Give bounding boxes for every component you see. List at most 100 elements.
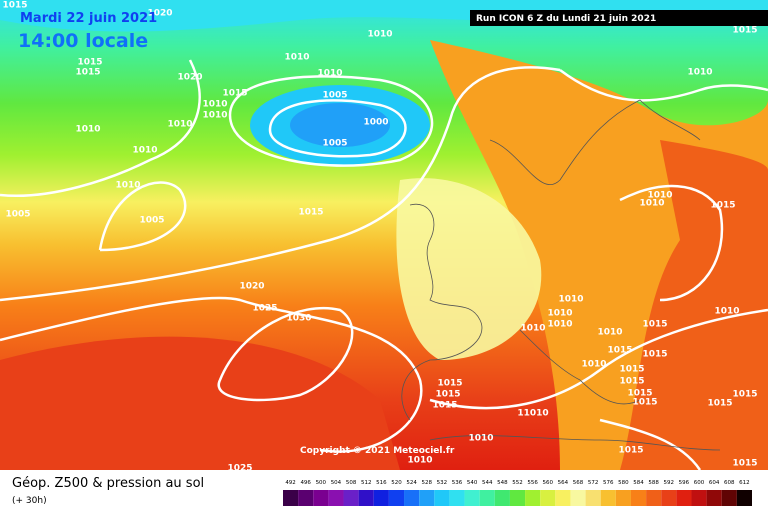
isobar-label: 1015 xyxy=(77,58,102,68)
coastlines xyxy=(401,99,721,451)
isobar-label: 1010 xyxy=(687,68,712,78)
legend-label: 612 xyxy=(739,480,750,486)
isobar-label: 1010 xyxy=(167,120,192,130)
isobar-label: 1015 xyxy=(298,208,323,218)
legend-label: 600 xyxy=(694,480,705,486)
isobar-label: 1015 xyxy=(732,390,757,400)
isobar-label: 1015 xyxy=(607,346,632,356)
legend-swatch xyxy=(630,490,647,506)
legend-label: 496 xyxy=(300,480,311,486)
legend-swatch xyxy=(615,490,631,506)
legend-swatch xyxy=(736,490,752,506)
isobar-label: 1025 xyxy=(227,464,252,474)
isobar-label: 1015 xyxy=(632,398,657,408)
isobar-label: 1010 xyxy=(639,199,664,209)
legend-swatch xyxy=(464,490,480,506)
footer-title: Géop. Z500 & pression au sol xyxy=(12,476,204,491)
legend-swatch xyxy=(358,490,374,506)
legend-swatch xyxy=(388,490,405,506)
field-region xyxy=(0,336,400,470)
legend-swatch xyxy=(721,490,737,506)
legend-swatch xyxy=(283,490,299,506)
isobar-label: 1010 xyxy=(547,309,572,319)
isobar-label: 1015 xyxy=(2,1,27,11)
legend-swatch xyxy=(570,490,586,506)
legend-swatch xyxy=(419,490,435,506)
isobar-label: 1015 xyxy=(437,379,462,389)
isobar-label: 1015 xyxy=(432,401,457,411)
legend-label: 536 xyxy=(452,480,463,486)
isobar-label: 1010 xyxy=(317,69,342,79)
legend-label: 556 xyxy=(527,480,538,486)
legend-swatch xyxy=(540,490,556,506)
low-region xyxy=(290,103,390,147)
legend-swatch xyxy=(691,490,707,506)
legend-label: 564 xyxy=(558,480,569,486)
isobar-label: 1010 xyxy=(132,146,157,156)
isobar-label: 1020 xyxy=(239,282,264,292)
isobar-label: 1010 xyxy=(75,125,100,135)
isobar-label: 1015 xyxy=(642,320,667,330)
legend-swatch xyxy=(509,490,526,506)
field-region xyxy=(620,140,768,470)
isobar-label: 1015 xyxy=(710,201,735,211)
legend-swatch xyxy=(343,490,359,506)
isobar-label: 1015 xyxy=(222,89,247,99)
legend-swatch xyxy=(585,490,601,506)
legend-swatch xyxy=(525,490,541,506)
isobar-label: 1015 xyxy=(75,68,100,78)
legend-label: 492 xyxy=(285,480,296,486)
legend-label: 572 xyxy=(588,480,599,486)
isobar-label: 1030 xyxy=(286,314,311,324)
legend-label: 560 xyxy=(543,480,554,486)
isobar-label: 1020 xyxy=(147,9,172,19)
isobar-label: 1010 xyxy=(284,53,309,63)
legend-swatch xyxy=(661,490,677,506)
legend-label: 540 xyxy=(467,480,478,486)
legend-swatch xyxy=(676,490,692,506)
legend-label: 544 xyxy=(482,480,493,486)
isobar-label: 1015 xyxy=(619,365,644,375)
isobar-label: 1010 xyxy=(581,360,606,370)
legend-label: 516 xyxy=(376,480,387,486)
legend-swatch xyxy=(404,490,420,506)
copyright: Copyright © 2021 Meteociel.fr xyxy=(300,446,455,456)
isobar-label: 1015 xyxy=(619,377,644,387)
legend-label: 608 xyxy=(724,480,735,486)
isobar-label: 1010 xyxy=(647,191,672,201)
legend-swatch xyxy=(479,490,495,506)
legend-label: 580 xyxy=(618,480,629,486)
legend-label: 512 xyxy=(361,480,372,486)
isobar-label: 1015 xyxy=(732,459,757,469)
legend-label: 532 xyxy=(437,480,448,486)
isobar-label: 1000 xyxy=(363,118,388,128)
legend-label: 604 xyxy=(709,480,720,486)
isobar-label: 1010 xyxy=(520,324,545,334)
isobar-label: 1010 xyxy=(597,328,622,338)
run-box xyxy=(470,10,768,26)
isobar-label: 1005 xyxy=(5,210,30,220)
isobar-label: 1025 xyxy=(252,304,277,314)
legend-swatch xyxy=(494,490,510,506)
legend-label: 524 xyxy=(406,480,417,486)
isobar-label: 11010 xyxy=(517,409,548,419)
isobar-label: 1005 xyxy=(322,91,347,101)
legend-label: 568 xyxy=(573,480,584,486)
legend-label: 500 xyxy=(316,480,327,486)
legend-label: 548 xyxy=(497,480,508,486)
isobar-label: 1015 xyxy=(732,26,757,36)
isobar-label: 1015 xyxy=(618,446,643,456)
isobar-label: 1010 xyxy=(558,295,583,305)
isobar-label: 1010 xyxy=(714,307,739,317)
field-region xyxy=(0,0,768,32)
legend-swatch xyxy=(434,490,450,506)
map-time: 14:00 locale xyxy=(18,30,148,52)
field-region xyxy=(396,178,542,360)
legend-swatch xyxy=(555,490,571,506)
isobar-label: 1015 xyxy=(642,350,667,360)
run-info: Run ICON 6 Z du Lundi 21 juin 2021 xyxy=(476,14,656,24)
legend-swatch xyxy=(449,490,465,506)
legend-label: 504 xyxy=(331,480,342,486)
legend-swatch xyxy=(373,490,389,506)
